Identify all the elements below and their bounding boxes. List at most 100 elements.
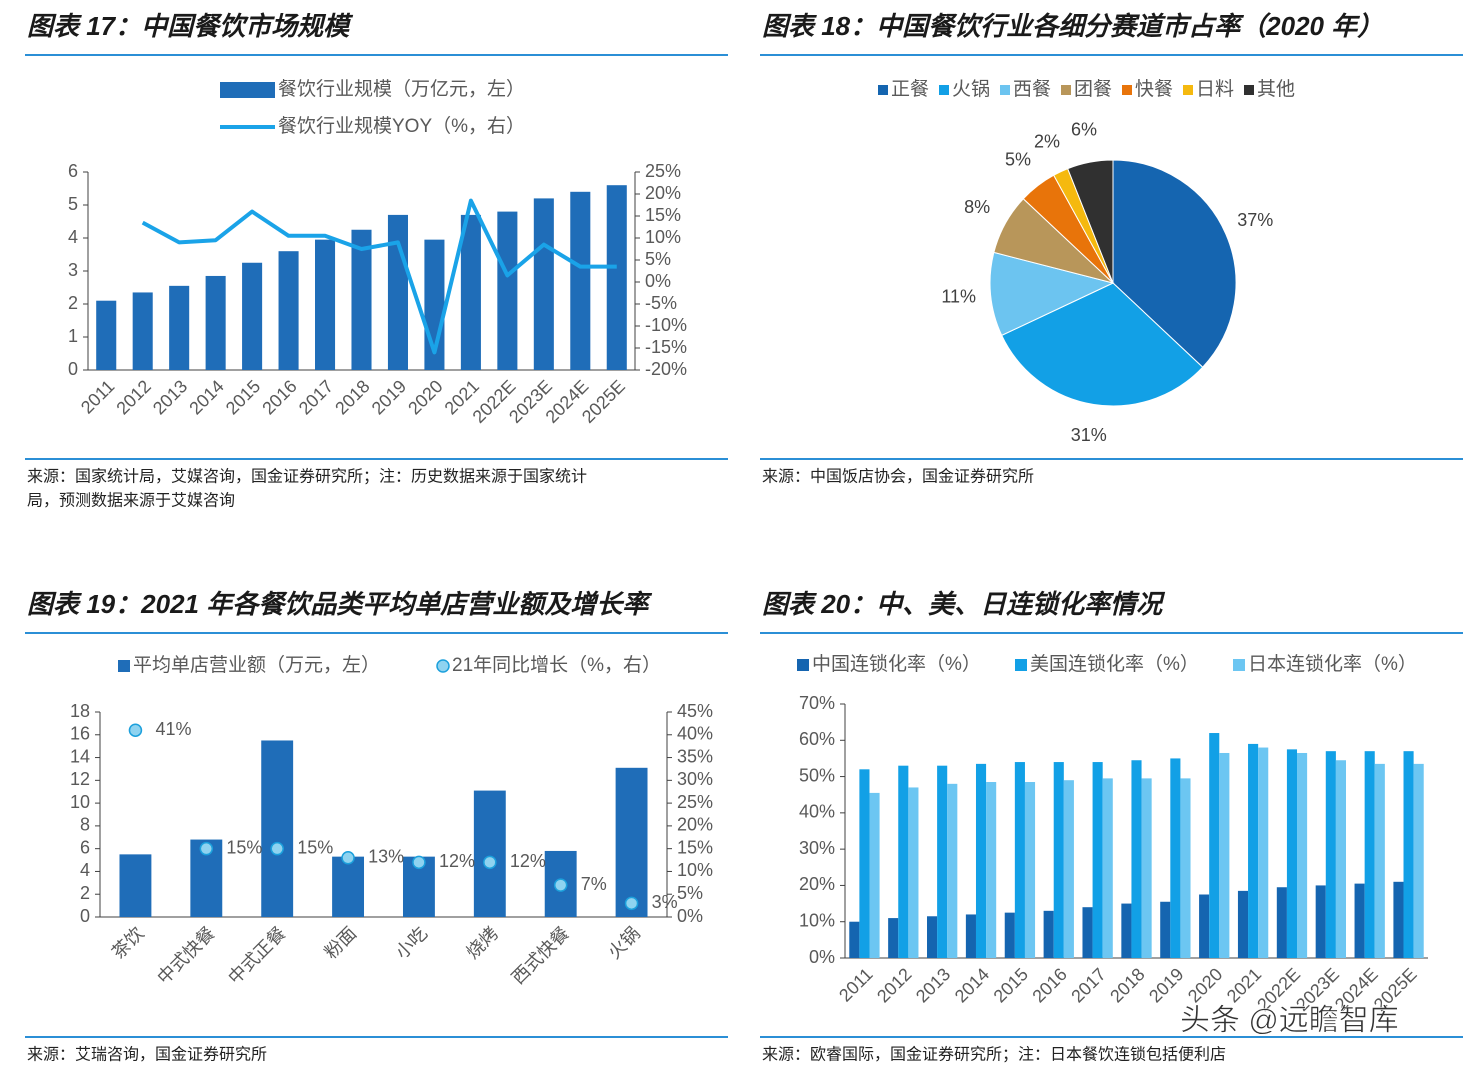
y-tick-label: 40% xyxy=(799,802,835,822)
legend-swatch xyxy=(1122,85,1132,95)
bar xyxy=(1413,763,1424,958)
bar xyxy=(965,914,976,958)
bar xyxy=(1364,751,1375,958)
x-tick-label: 2011 xyxy=(77,376,119,418)
y-tick-label: 10% xyxy=(799,910,835,930)
bar xyxy=(533,198,554,370)
x-tick-label: 中式正餐 xyxy=(224,923,289,988)
legend-swatch xyxy=(878,85,888,95)
y2-tick-label: -15% xyxy=(645,337,687,357)
bar xyxy=(261,740,294,917)
legend-swatch xyxy=(1061,85,1071,95)
x-tick-label: 2020 xyxy=(1184,964,1226,1006)
bar xyxy=(132,292,153,370)
bar xyxy=(1131,760,1142,958)
x-tick-label: 2015 xyxy=(990,964,1032,1006)
y2-tick-label: -10% xyxy=(645,315,687,335)
y2-tick-label: 40% xyxy=(677,724,713,744)
x-tick-label: 2012 xyxy=(112,376,154,418)
value-label: 5% xyxy=(1005,149,1031,169)
bar xyxy=(869,792,880,958)
value-label: 12% xyxy=(510,851,546,871)
bar xyxy=(1219,752,1230,958)
source: 局，预测数据来源于艾媒咨询 xyxy=(27,492,235,510)
y2-tick-label: 0% xyxy=(677,906,703,926)
legend-label: 平均单店营业额（万元，左） xyxy=(133,654,380,676)
y2-tick-label: 10% xyxy=(645,227,681,247)
bar xyxy=(1354,883,1365,958)
bar xyxy=(570,191,591,370)
legend-label: 日料 xyxy=(1196,78,1234,100)
x-tick-label: 小吃 xyxy=(392,923,432,963)
bar xyxy=(1170,758,1181,958)
y2-tick-label: 5% xyxy=(645,249,671,269)
legend-swatch xyxy=(1015,659,1027,671)
bar xyxy=(1335,760,1346,958)
bar xyxy=(278,251,299,370)
x-tick-label: 西式快餐 xyxy=(508,923,573,988)
x-tick-label: 2018 xyxy=(331,376,373,418)
bar xyxy=(332,856,365,917)
value-label: 7% xyxy=(581,874,607,894)
bar xyxy=(497,211,518,370)
bar xyxy=(387,214,408,370)
x-tick-label: 茶饮 xyxy=(108,923,148,963)
bar xyxy=(1141,778,1152,958)
legend-swatch xyxy=(220,82,275,98)
y-tick-label: 50% xyxy=(799,765,835,785)
bar xyxy=(1248,743,1259,958)
bar xyxy=(1199,894,1210,958)
bar xyxy=(947,783,958,958)
y-tick-label: 1 xyxy=(68,326,78,346)
y2-tick-label: 15% xyxy=(677,837,713,857)
legend-label: 美国连锁化率（%） xyxy=(1030,653,1199,675)
y2-tick-label: 25% xyxy=(645,161,681,181)
pie-slice xyxy=(989,251,1115,337)
y2-tick-label: 5% xyxy=(677,883,703,903)
legend-label: 团餐 xyxy=(1074,78,1112,100)
bar xyxy=(859,769,870,958)
bar xyxy=(1014,762,1025,958)
bar xyxy=(1325,751,1336,958)
x-tick-label: 2019 xyxy=(368,376,410,418)
point xyxy=(199,841,214,856)
bar xyxy=(1160,901,1171,958)
chart-title: 图表 20：中、美、日连锁化率情况 xyxy=(762,589,1166,619)
bar xyxy=(1403,751,1414,958)
x-tick-label: 烧烤 xyxy=(462,923,502,963)
y-tick-label: 18 xyxy=(70,701,90,721)
bar xyxy=(96,300,117,370)
legend-swatch xyxy=(436,659,450,673)
legend-swatch xyxy=(1233,659,1245,671)
y-tick-label: 4 xyxy=(68,227,78,247)
value-label: 13% xyxy=(368,847,404,867)
bar xyxy=(898,765,909,958)
bar xyxy=(975,763,987,958)
bar xyxy=(1237,890,1249,958)
legend-label: 日本连锁化率（%） xyxy=(1248,653,1417,675)
x-tick-label: 2013 xyxy=(149,376,191,418)
y-tick-label: 6 xyxy=(68,161,78,181)
bar xyxy=(1092,762,1103,958)
y2-tick-label: 10% xyxy=(677,860,713,880)
source: 来源：中国饭店协会，国金证券研究所 xyxy=(762,468,1034,486)
point xyxy=(412,855,426,870)
bar xyxy=(615,767,648,917)
x-tick-label: 2012 xyxy=(873,964,915,1006)
bar xyxy=(1063,780,1074,958)
y-tick-label: 0 xyxy=(68,359,78,379)
bar xyxy=(908,787,919,958)
x-tick-label: 2016 xyxy=(1028,964,1070,1006)
y-tick-label: 12 xyxy=(70,769,90,789)
value-label: 15% xyxy=(226,837,262,857)
bar xyxy=(1053,762,1064,958)
y-tick-label: 8 xyxy=(80,815,90,835)
y-tick-label: 3 xyxy=(68,260,78,280)
legend-label: 正餐 xyxy=(891,78,929,100)
legend-label: 快餐 xyxy=(1135,78,1173,100)
legend-swatch xyxy=(1244,85,1254,95)
x-tick-label: 2017 xyxy=(295,376,337,418)
legend-swatch xyxy=(1183,85,1193,95)
chart-title: 图表 17：中国餐饮市场规模 xyxy=(27,11,354,41)
legend-swatch xyxy=(118,660,130,672)
